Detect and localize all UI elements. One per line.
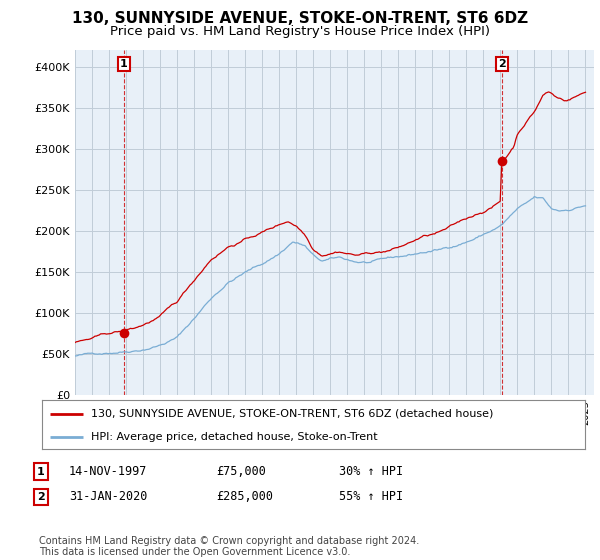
Text: 30% ↑ HPI: 30% ↑ HPI — [339, 465, 403, 478]
Text: 2: 2 — [37, 492, 44, 502]
Text: HPI: Average price, detached house, Stoke-on-Trent: HPI: Average price, detached house, Stok… — [91, 432, 377, 442]
Text: 1: 1 — [37, 466, 44, 477]
Text: 14-NOV-1997: 14-NOV-1997 — [69, 465, 148, 478]
Text: 31-JAN-2020: 31-JAN-2020 — [69, 490, 148, 503]
Text: 55% ↑ HPI: 55% ↑ HPI — [339, 490, 403, 503]
Text: 130, SUNNYSIDE AVENUE, STOKE-ON-TRENT, ST6 6DZ: 130, SUNNYSIDE AVENUE, STOKE-ON-TRENT, S… — [72, 11, 528, 26]
Text: £75,000: £75,000 — [216, 465, 266, 478]
Text: 2: 2 — [498, 59, 506, 69]
Text: Contains HM Land Registry data © Crown copyright and database right 2024.
This d: Contains HM Land Registry data © Crown c… — [39, 535, 419, 557]
Text: £285,000: £285,000 — [216, 490, 273, 503]
Text: 1: 1 — [120, 59, 128, 69]
Text: 130, SUNNYSIDE AVENUE, STOKE-ON-TRENT, ST6 6DZ (detached house): 130, SUNNYSIDE AVENUE, STOKE-ON-TRENT, S… — [91, 409, 493, 419]
Text: Price paid vs. HM Land Registry's House Price Index (HPI): Price paid vs. HM Land Registry's House … — [110, 25, 490, 38]
